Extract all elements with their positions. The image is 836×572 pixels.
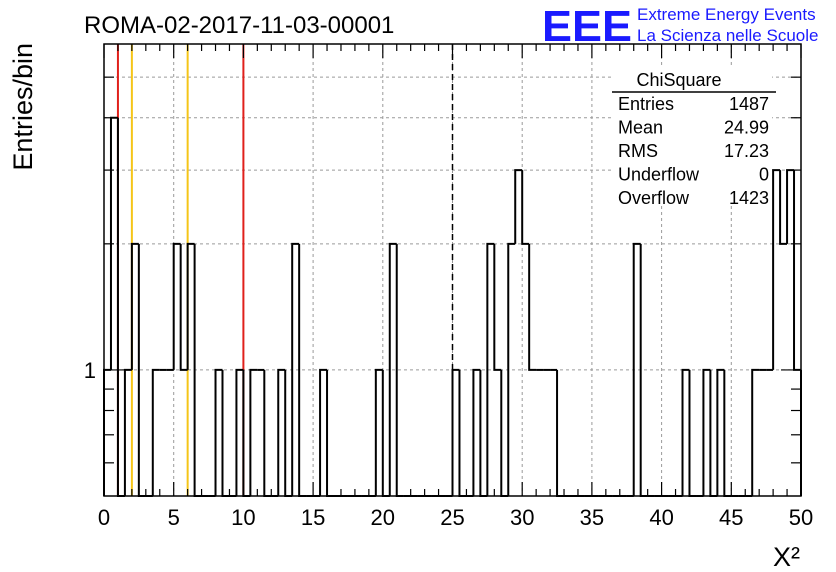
histogram-bin: [507, 242, 516, 496]
histogram-bin: [130, 242, 139, 370]
stats-value: 17.23: [724, 141, 769, 161]
stats-value: 1423: [729, 188, 769, 208]
histogram-bin: [681, 368, 690, 496]
histogram-bin: [514, 169, 523, 244]
histogram-bin: [528, 243, 537, 371]
stats-box-background: [612, 67, 772, 205]
x-tick-label: 15: [301, 505, 325, 530]
eee-logo-line2: La Scienza nelle Scuole: [637, 26, 818, 45]
stats-value: 0: [759, 165, 769, 185]
x-tick-label: 45: [719, 505, 743, 530]
x-tick-label: 0: [98, 505, 110, 530]
stats-label: Mean: [618, 118, 663, 138]
eee-logo-line1: Extreme Energy Events: [637, 5, 816, 24]
histogram-bin: [779, 170, 788, 245]
histogram-bin: [123, 368, 132, 496]
histogram-bin: [486, 242, 495, 496]
stats-value: 24.99: [724, 118, 769, 138]
histogram-bin: [116, 117, 125, 497]
histogram-bin: [786, 169, 795, 244]
histogram-bin: [151, 368, 160, 496]
stats-label: Overflow: [618, 188, 690, 208]
axis-ticks: [103, 44, 802, 496]
histogram-bin: [688, 369, 697, 497]
histogram-bin: [374, 368, 383, 496]
eee-logo-text: EEE: [542, 2, 632, 51]
x-tick-label: 25: [440, 505, 464, 530]
histogram-bin: [521, 170, 530, 245]
histogram-bin: [319, 368, 328, 496]
histogram-bin: [493, 243, 502, 371]
histogram-bin: [291, 242, 300, 496]
histogram-bin: [242, 369, 251, 497]
x-tick-label: 35: [580, 505, 604, 530]
histogram-bin: [702, 368, 711, 496]
histogram-bin: [716, 368, 725, 496]
stats-rows: Entries 1487 Mean 24.99 RMS 17.23 Underflow 0 Ov…: [618, 94, 769, 208]
histogram-bin: [479, 369, 488, 497]
histogram-bin: [388, 242, 397, 496]
histogram-bin: [458, 369, 467, 497]
histogram-bin: [751, 368, 760, 496]
stats-label: Underflow: [618, 165, 700, 185]
x-tick-label: 30: [510, 505, 534, 530]
histogram-bin: [709, 369, 718, 497]
x-axis-label: X²: [773, 542, 800, 572]
x-tick-label: 50: [789, 505, 813, 530]
histogram-bin: [451, 368, 460, 496]
y-axis-label: Entries/bin: [8, 43, 38, 171]
tick-labels: 0 5 10 15 20 25 30 35 40 45 50 1: [84, 358, 813, 530]
histogram-bin: [326, 369, 335, 497]
stats-box: ChiSquare Entries 1487 Mean 24.99 RMS 17.23 Un…: [612, 67, 776, 208]
chart-title: ROMA-02-2017-11-03-00001: [84, 12, 394, 39]
histogram-bin: [235, 368, 244, 496]
histogram-bin: [263, 369, 272, 497]
histogram-bin: [723, 369, 732, 497]
histogram-bin: [556, 369, 565, 497]
histogram-bin: [179, 243, 188, 371]
histogram-bin: [381, 369, 390, 497]
histogram-bin: [632, 242, 641, 496]
stats-title: ChiSquare: [636, 70, 721, 90]
x-tick-label: 20: [371, 505, 395, 530]
histogram-bin: [772, 169, 781, 370]
histogram-bin: [793, 170, 801, 371]
histogram-bin: [186, 242, 195, 370]
eee-logo: EEE Extreme Energy Events La Scienza nel…: [542, 2, 818, 51]
x-tick-label: 10: [231, 505, 255, 530]
histogram-bin: [277, 368, 286, 496]
histogram-bin: [284, 369, 293, 497]
y-tick-label: 1: [84, 358, 96, 383]
stats-value: 1487: [729, 94, 769, 114]
histogram-bin: [172, 242, 181, 370]
x-tick-label: 5: [168, 505, 180, 530]
stats-label: Entries: [618, 94, 674, 114]
histogram-bin: [214, 368, 223, 496]
histogram-bin: [472, 368, 481, 496]
histogram-bin: [221, 369, 230, 497]
stats-label: RMS: [618, 141, 658, 161]
histogram-bin: [249, 368, 258, 496]
x-tick-label: 40: [649, 505, 673, 530]
histogram-bin: [500, 369, 509, 497]
